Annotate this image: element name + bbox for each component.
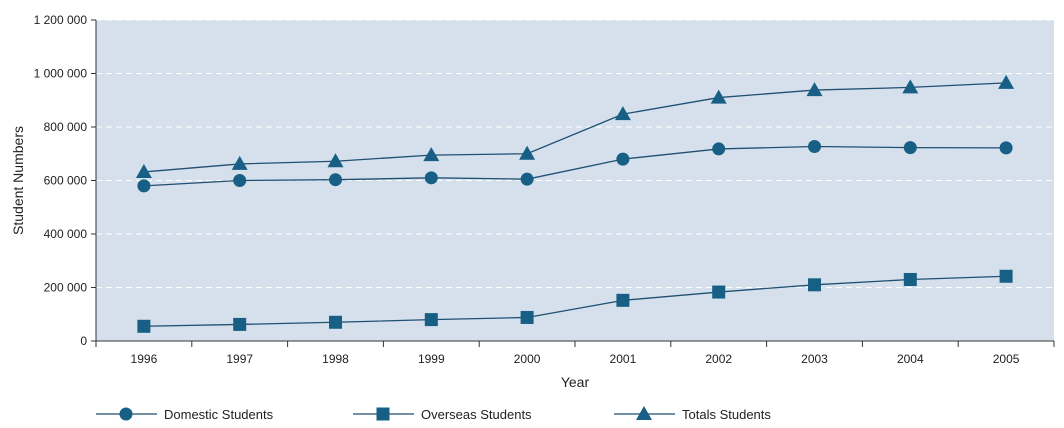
axes bbox=[91, 19, 1055, 347]
x-tick-label: 1998 bbox=[322, 352, 349, 366]
x-tick-label: 2001 bbox=[610, 352, 637, 366]
x-tick-label: 2004 bbox=[897, 352, 924, 366]
data-point-triangle bbox=[902, 79, 919, 94]
data-point-circle bbox=[903, 141, 917, 155]
data-point-square bbox=[808, 278, 821, 292]
data-point-triangle bbox=[710, 89, 727, 104]
y-axis-title: Student Numbers bbox=[10, 126, 26, 235]
series-line bbox=[143, 275, 1007, 327]
data-point-triangle bbox=[998, 74, 1015, 89]
x-tick-label: 1997 bbox=[226, 352, 253, 366]
legend-marker-triangle bbox=[636, 406, 652, 420]
data-point-triangle bbox=[135, 163, 152, 178]
data-point-square bbox=[233, 317, 247, 331]
data-point-triangle bbox=[423, 147, 440, 162]
x-tick-label: 2002 bbox=[705, 352, 732, 366]
legend-label: Overseas Students bbox=[421, 407, 532, 422]
legend-item: Domestic Students bbox=[96, 407, 274, 422]
y-axis-tick-labels: 0 200 000 400 000 600 000 800 000 1 000 000 1 … bbox=[34, 13, 88, 348]
series-totals-students bbox=[135, 74, 1015, 178]
series-domestic-students bbox=[137, 140, 1013, 193]
data-point-square bbox=[137, 319, 151, 333]
legend-marker-square bbox=[376, 407, 390, 421]
data-point-triangle bbox=[806, 82, 823, 97]
data-point-square bbox=[903, 272, 917, 286]
data-point-square bbox=[520, 310, 534, 324]
data-point-circle bbox=[808, 140, 821, 154]
x-axis-tick-labels: 1996 1997 1998 1999 2000 2001 2002 2003 2004 2005 bbox=[131, 352, 1020, 366]
legend-item: Overseas Students bbox=[353, 407, 532, 422]
data-point-circle bbox=[137, 179, 151, 193]
data-point-square bbox=[329, 315, 342, 329]
data-point-circle bbox=[999, 141, 1013, 155]
data-point-circle bbox=[424, 171, 438, 185]
data-point-circle bbox=[712, 142, 726, 156]
data-point-triangle bbox=[519, 145, 536, 160]
data-point-triangle bbox=[614, 106, 631, 121]
y-tick-label: 400 000 bbox=[44, 227, 88, 241]
data-point-square bbox=[999, 269, 1013, 283]
y-tick-label: 0 bbox=[80, 334, 87, 348]
x-tick-label: 1999 bbox=[418, 352, 445, 366]
data-point-triangle bbox=[327, 153, 344, 168]
legend-label: Totals Students bbox=[682, 407, 771, 422]
y-tick-label: 600 000 bbox=[44, 174, 88, 188]
data-point-square bbox=[712, 285, 726, 299]
legend-item: Totals Students bbox=[614, 406, 771, 422]
y-tick-label: 1 000 000 bbox=[34, 67, 88, 81]
series-line bbox=[143, 145, 1007, 187]
y-tick-label: 800 000 bbox=[44, 120, 88, 134]
x-tick-label: 1996 bbox=[131, 352, 158, 366]
x-tick-label: 2000 bbox=[514, 352, 541, 366]
data-point-circle bbox=[329, 173, 342, 187]
legend: Domestic Students Overseas Students Totals… bbox=[96, 406, 771, 422]
data-point-square bbox=[616, 293, 630, 307]
y-tick-label: 200 000 bbox=[44, 281, 88, 295]
series-line bbox=[143, 82, 1007, 173]
data-point-circle bbox=[233, 174, 247, 187]
data-point-triangle bbox=[231, 155, 248, 170]
data-point-square bbox=[424, 313, 438, 327]
legend-marker-circle bbox=[119, 407, 133, 421]
y-tick-label: 1 200 000 bbox=[34, 13, 88, 27]
x-tick-label: 2005 bbox=[993, 352, 1020, 366]
x-tick-label: 2003 bbox=[801, 352, 828, 366]
data-series bbox=[135, 74, 1015, 333]
series-overseas-students bbox=[137, 269, 1013, 333]
data-point-circle bbox=[616, 152, 630, 166]
legend-label: Domestic Students bbox=[164, 407, 274, 422]
x-axis-title: Year bbox=[561, 374, 590, 390]
data-point-circle bbox=[520, 172, 534, 186]
